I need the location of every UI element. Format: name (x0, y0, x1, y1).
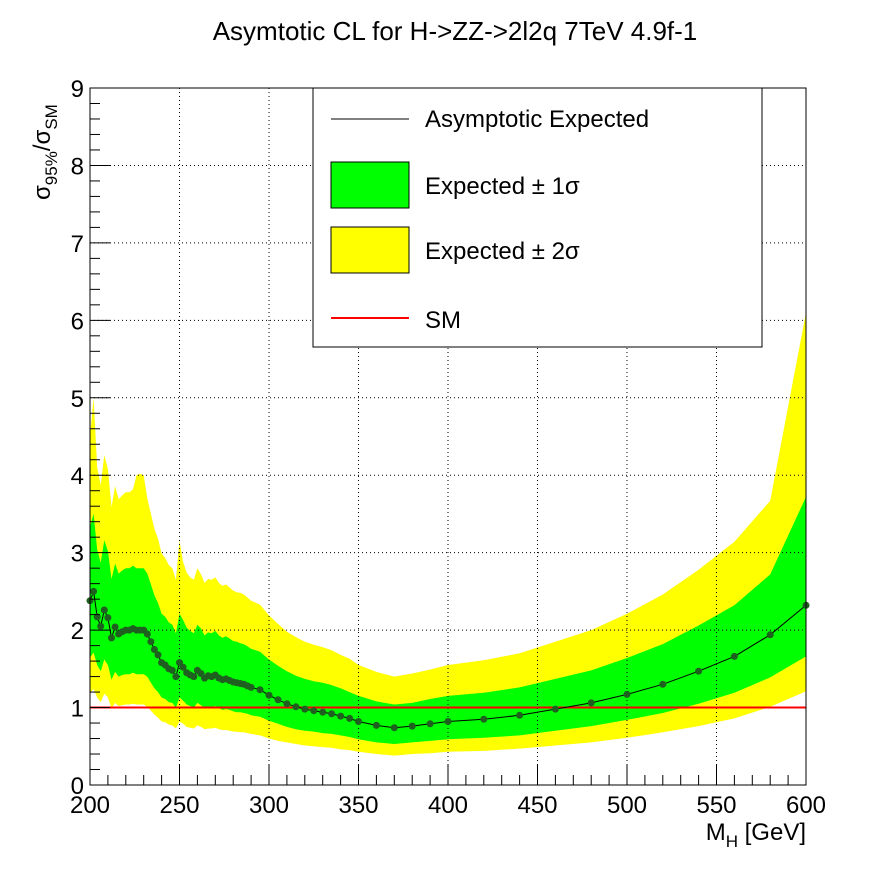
expected-point (247, 683, 255, 691)
legend-band2-swatch (330, 226, 410, 274)
y-tick-label: 9 (71, 76, 84, 103)
expected-point (147, 638, 155, 646)
expected-point (408, 722, 416, 730)
expected-point (154, 651, 162, 659)
expected-point (172, 673, 180, 681)
expected-point (143, 630, 151, 638)
x-tick-labels: 200 250 300 350 400 450 500 550 600 (70, 792, 826, 819)
legend-band1-swatch (330, 161, 410, 209)
expected-point (190, 673, 198, 681)
expected-point (111, 623, 119, 631)
expected-point (372, 721, 380, 729)
axis-ticks (89, 87, 807, 786)
legend: Asymptotic Expected Expected ± 1σ Expect… (312, 87, 763, 348)
y-tick-label: 1 (71, 696, 84, 723)
expected-point (179, 663, 187, 671)
x-tick-label: 300 (249, 792, 289, 819)
legend-band2-label: Expected ± 2σ (425, 238, 580, 265)
x-tick-label: 350 (338, 792, 378, 819)
expected-point (97, 622, 105, 630)
x-tick-label: 250 (159, 792, 199, 819)
x-tick-label: 400 (428, 792, 468, 819)
legend-band1-label: Expected ± 1σ (425, 173, 580, 200)
expected-point (390, 724, 398, 732)
y-tick-label: 8 (71, 153, 84, 180)
x-axis-label: MH [GeV] (706, 819, 806, 851)
expected-point (310, 707, 318, 715)
y-tick-label: 2 (71, 618, 84, 645)
expected-point (292, 703, 300, 711)
expected-point (301, 705, 309, 713)
expected-point (93, 613, 101, 621)
x-tick-label: 550 (696, 792, 736, 819)
expected-point (108, 634, 115, 642)
expected-point (730, 652, 738, 660)
y-tick-labels: 0 1 2 3 4 5 6 7 8 9 (71, 76, 84, 800)
x-tick-label: 600 (786, 792, 826, 819)
chart-title: Asymtotic CL for H->ZZ->2l2q 7TeV 4.9f-1 (213, 16, 698, 46)
y-tick-label: 7 (71, 231, 84, 258)
y-axis-label: σ95%/σSM (29, 104, 61, 200)
expected-point (90, 587, 98, 595)
expected-point (104, 614, 112, 622)
expected-point (444, 718, 452, 725)
expected-point (100, 606, 108, 614)
expected-point (587, 699, 595, 707)
y-tick-label: 5 (71, 386, 84, 413)
y-tick-label: 3 (71, 541, 84, 568)
x-tick-label: 450 (517, 792, 557, 819)
expected-point (274, 696, 282, 704)
expected-point (551, 705, 559, 713)
y-tick-label: 4 (71, 463, 84, 490)
y-tick-label: 6 (71, 308, 84, 335)
expected-point (265, 691, 273, 699)
expected-point (623, 690, 631, 698)
expected-point (516, 711, 524, 719)
expected-point (480, 715, 488, 723)
expected-point (355, 718, 362, 725)
expected-point (695, 667, 703, 675)
expected-point (168, 666, 176, 674)
band-1sigma (90, 496, 806, 744)
legend-expected-label: Asymptotic Expected (425, 106, 649, 133)
expected-point (346, 714, 354, 722)
expected-point (283, 700, 291, 708)
expected-point (337, 712, 345, 720)
expected-point (150, 646, 158, 653)
expected-point (319, 708, 327, 716)
expected-point (426, 720, 434, 728)
x-tick-label: 200 (70, 792, 110, 819)
expected-markers (86, 587, 810, 732)
legend-sm-label: SM (425, 307, 461, 334)
y-tick-label: 0 (71, 773, 84, 800)
x-tick-label: 500 (607, 792, 647, 819)
expected-point (256, 686, 264, 694)
expected-point (659, 680, 667, 688)
legend-box (312, 87, 763, 348)
expected-point (328, 710, 336, 718)
expected-point (766, 631, 774, 639)
bands-group (90, 312, 806, 756)
